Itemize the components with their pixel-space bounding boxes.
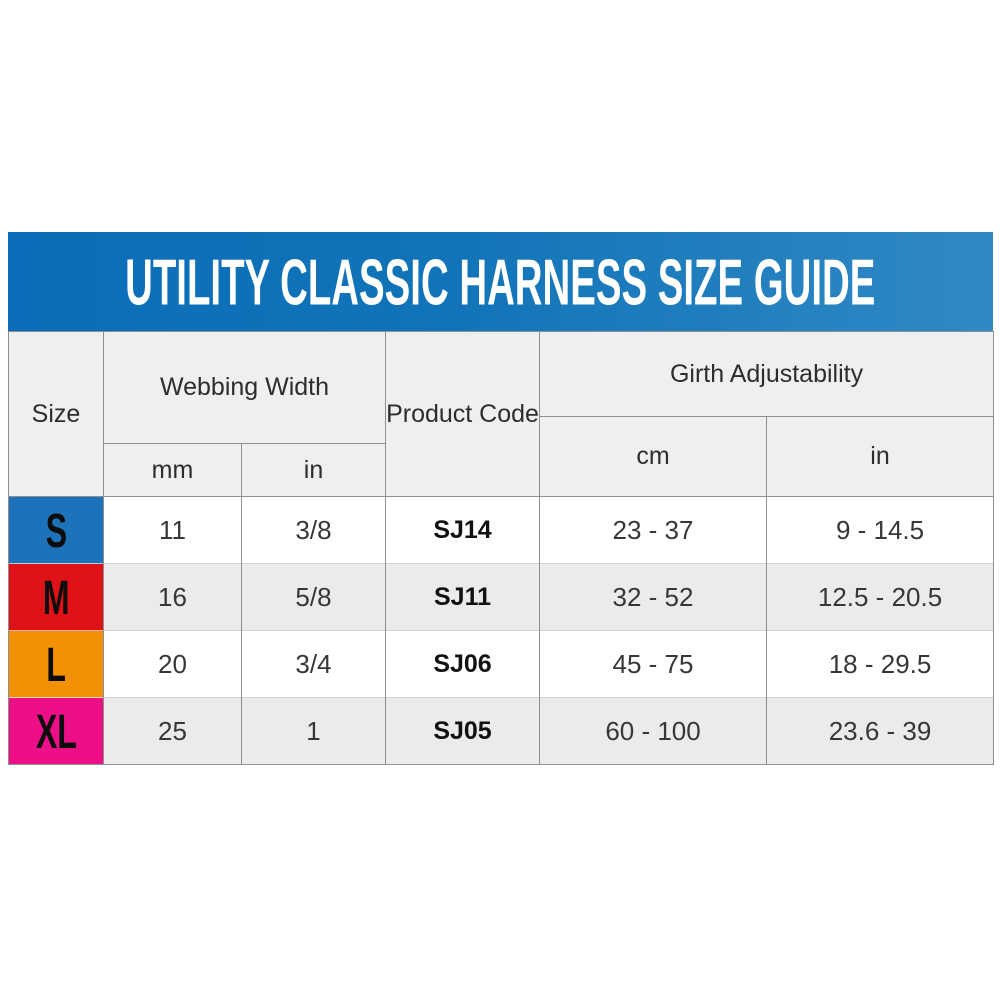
- product-code-value: SJ06: [385, 630, 541, 698]
- product-code-value: SJ14: [385, 496, 541, 564]
- size-label: M: [42, 569, 70, 625]
- table-row-xl: XL 25 1 SJ05 60 - 100 23.6 - 39: [8, 697, 995, 765]
- size-badge-s: S: [8, 496, 104, 564]
- table-row-m: M 16 5/8 SJ11 32 - 52 12.5 - 20.5: [8, 563, 995, 631]
- girth-cm-value: 60 - 100: [539, 697, 768, 765]
- size-badge-xl: XL: [8, 697, 104, 765]
- size-guide-figure: UTILITY CLASSIC HARNESS SIZE GUIDE Size …: [8, 232, 995, 765]
- webbing-mm-value: 16: [103, 563, 242, 631]
- header-size: Size: [8, 331, 104, 497]
- size-guide-table: Size Webbing Width Product Code Girth Ad…: [8, 331, 995, 765]
- header-webbing-width: Webbing Width: [102, 331, 387, 444]
- size-label: XL: [35, 703, 77, 759]
- size-badge-m: M: [8, 563, 104, 631]
- girth-cm-value: 23 - 37: [539, 496, 768, 564]
- product-code-value: SJ11: [385, 563, 541, 631]
- girth-in-value: 9 - 14.5: [766, 496, 995, 564]
- girth-in-value: 12.5 - 20.5: [766, 563, 995, 631]
- size-label: S: [45, 502, 67, 558]
- girth-in-value: 23.6 - 39: [766, 697, 995, 765]
- header-girth-in: in: [766, 416, 995, 497]
- product-code-value: SJ05: [385, 697, 541, 765]
- table-row-l: L 20 3/4 SJ06 45 - 75 18 - 29.5: [8, 630, 995, 698]
- header-girth-cm: cm: [539, 416, 768, 497]
- webbing-in-value: 1: [240, 697, 387, 765]
- webbing-mm-value: 25: [103, 697, 242, 765]
- girth-cm-value: 45 - 75: [539, 630, 768, 698]
- header-webbing-in: in: [240, 443, 387, 497]
- webbing-mm-value: 11: [103, 496, 242, 564]
- girth-in-value: 18 - 29.5: [766, 630, 995, 698]
- webbing-in-value: 5/8: [240, 563, 387, 631]
- webbing-in-value: 3/4: [240, 630, 387, 698]
- title-banner: UTILITY CLASSIC HARNESS SIZE GUIDE: [8, 232, 993, 331]
- header-girth-adjustability: Girth Adjustability: [539, 331, 995, 417]
- size-badge-l: L: [8, 630, 104, 698]
- header-webbing-mm: mm: [103, 443, 242, 497]
- header-product-code: Product Code: [385, 331, 541, 497]
- webbing-mm-value: 20: [103, 630, 242, 698]
- table-row-s: S 11 3/8 SJ14 23 - 37 9 - 14.5: [8, 496, 995, 564]
- size-label: L: [46, 636, 66, 692]
- webbing-in-value: 3/8: [240, 496, 387, 564]
- girth-cm-value: 32 - 52: [539, 563, 768, 631]
- page-title: UTILITY CLASSIC HARNESS SIZE GUIDE: [125, 244, 876, 319]
